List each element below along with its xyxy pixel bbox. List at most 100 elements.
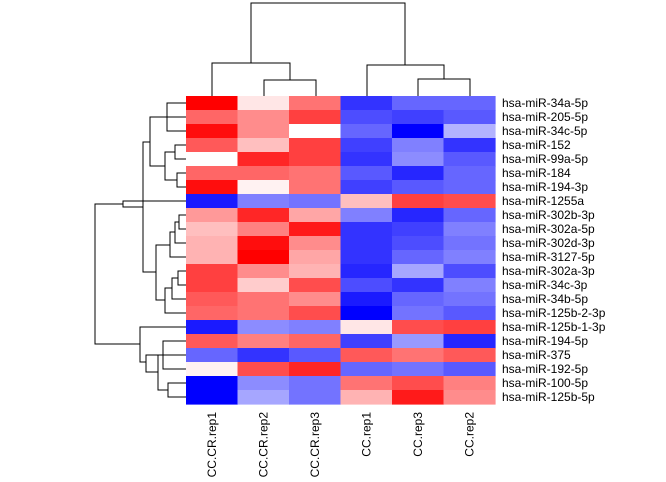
heatmap-cell: [340, 390, 393, 405]
row-dendro-link: [177, 270, 186, 286]
heatmap-cell: [340, 278, 393, 293]
heatmap-cell: [392, 376, 445, 391]
heatmap-cell: [289, 208, 342, 223]
heatmap-cell: [392, 194, 445, 209]
heatmap-cell: [340, 194, 393, 209]
row-label: hsa-miR-34a-5p: [502, 96, 588, 110]
heatmap-cell: [186, 180, 239, 195]
heatmap-cell: [392, 152, 445, 167]
row-dendro-link: [145, 354, 186, 373]
heatmap-cell: [443, 166, 496, 181]
row-label: hsa-miR-302a-5p: [502, 222, 595, 236]
heatmap-cell: [443, 152, 496, 167]
heatmap-cell: [340, 222, 393, 237]
heatmap-cell: [340, 110, 393, 125]
row-label: hsa-miR-125b-1-3p: [502, 320, 606, 334]
row-labels: hsa-miR-34a-5phsa-miR-205-5phsa-miR-34c-…: [502, 96, 606, 404]
heatmap-cell: [289, 250, 342, 265]
row-label: hsa-miR-184: [502, 166, 571, 180]
heatmap-cell: [186, 362, 239, 377]
heatmap-cell: [186, 236, 239, 251]
heatmap-cell: [443, 264, 496, 279]
heatmap-cell: [289, 362, 342, 377]
heatmap-cell: [289, 110, 342, 125]
heatmap-cell: [443, 376, 496, 391]
heatmap-cell: [237, 306, 290, 321]
col-dendro-link: [263, 79, 317, 96]
heatmap-cells: [186, 96, 496, 405]
heatmap-cell: [237, 264, 290, 279]
heatmap-cell: [392, 362, 445, 377]
heatmap-cell: [392, 222, 445, 237]
column-label: CC.rep2: [462, 412, 476, 457]
heatmap-cell: [340, 180, 393, 195]
heatmap-cell: [392, 320, 445, 335]
heatmap-cell: [186, 376, 239, 391]
heatmap-cell: [392, 278, 445, 293]
column-label: CC.rep1: [359, 412, 373, 457]
heatmap-cell: [289, 222, 342, 237]
heatmap-cell: [443, 292, 496, 307]
heatmap-cell: [237, 376, 290, 391]
heatmap-cell: [237, 208, 290, 223]
heatmap-cell: [289, 278, 342, 293]
heatmap-cell: [340, 362, 393, 377]
row-dendro-link: [149, 116, 165, 167]
heatmap-cell: [392, 292, 445, 307]
heatmap-cell: [340, 320, 393, 335]
row-label: hsa-miR-302a-3p: [502, 264, 595, 278]
heatmap-cell: [186, 292, 239, 307]
heatmap-cell: [186, 124, 239, 139]
heatmap-cell: [237, 278, 290, 293]
heatmap-cell: [289, 264, 342, 279]
row-dendro-link: [174, 144, 186, 160]
heatmap-cell: [392, 348, 445, 363]
heatmap-cell: [289, 306, 342, 321]
col-dendro-link: [250, 2, 406, 65]
heatmap-cell: [340, 264, 393, 279]
row-dendro-link: [167, 382, 186, 398]
heatmap-cell: [186, 320, 239, 335]
heatmap-cell: [340, 334, 393, 349]
heatmap-cell: [392, 250, 445, 265]
heatmap-cell: [340, 208, 393, 223]
heatmap-cell: [289, 180, 342, 195]
heatmap-cell: [289, 320, 342, 335]
heatmap-cell: [392, 180, 445, 195]
row-label: hsa-miR-100-5p: [502, 376, 588, 390]
heatmap-cell: [237, 110, 290, 125]
row-dendro-link: [169, 231, 186, 258]
column-label: CC.rep3: [411, 412, 425, 457]
row-dendrogram: [94, 102, 186, 398]
heatmap-cell: [289, 390, 342, 405]
heatmap-cell: [443, 96, 496, 111]
heatmap-cell: [443, 124, 496, 139]
heatmap-cell: [340, 96, 393, 111]
heatmap-cell: [186, 194, 239, 209]
row-label: hsa-miR-302b-3p: [502, 208, 595, 222]
heatmap-cell: [340, 152, 393, 167]
heatmap-cell: [237, 348, 290, 363]
heatmap-cell: [340, 250, 393, 265]
row-label: hsa-miR-192-5p: [502, 362, 588, 376]
heatmap-cell: [237, 390, 290, 405]
row-dendro-link: [155, 244, 170, 301]
heatmap-cell: [443, 390, 496, 405]
heatmap-cell: [443, 278, 496, 293]
heatmap-cell: [186, 306, 239, 321]
heatmap-cell: [237, 334, 290, 349]
heatmap-cell: [443, 236, 496, 251]
row-label: hsa-miR-34c-3p: [502, 278, 588, 292]
heatmap-cell: [237, 96, 290, 111]
row-label: hsa-miR-375: [502, 348, 571, 362]
heatmap-cell: [289, 292, 342, 307]
heatmap-cell: [392, 306, 445, 321]
heatmap-cell: [186, 96, 239, 111]
heatmap-cell: [186, 334, 239, 349]
heatmap-cell: [289, 334, 342, 349]
heatmap-cell: [443, 180, 496, 195]
row-label: hsa-miR-99a-5p: [502, 152, 588, 166]
heatmap-cell: [392, 208, 445, 223]
heatmap-cell: [340, 306, 393, 321]
